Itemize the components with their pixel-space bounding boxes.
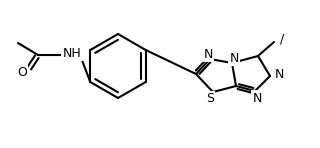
Text: N: N (274, 67, 284, 81)
Text: N: N (252, 91, 262, 104)
Text: N: N (203, 48, 213, 61)
Text: NH: NH (63, 46, 81, 59)
Text: O: O (17, 66, 27, 78)
Text: N: N (229, 52, 239, 65)
Text: S: S (206, 92, 214, 106)
Text: /: / (280, 33, 284, 45)
